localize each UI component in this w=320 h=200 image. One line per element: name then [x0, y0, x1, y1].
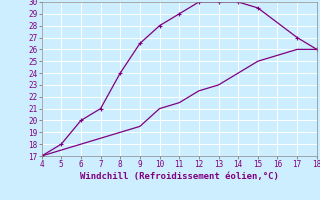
X-axis label: Windchill (Refroidissement éolien,°C): Windchill (Refroidissement éolien,°C) [80, 172, 279, 181]
